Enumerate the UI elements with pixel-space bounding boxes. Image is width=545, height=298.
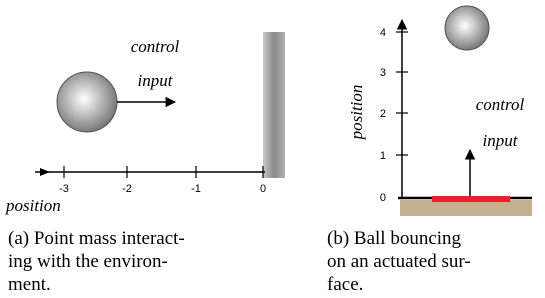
tick-label: 0	[260, 183, 266, 195]
tick-label: -2	[122, 183, 132, 195]
caption-line: on an actuated sur-	[327, 251, 471, 272]
tick-label: 3	[380, 67, 386, 79]
panel-a: -3 -2 -1 0 control input position (a) Po…	[5, 32, 285, 295]
axis-label: position	[5, 196, 61, 215]
ground	[400, 200, 532, 216]
annotation: input	[138, 71, 174, 90]
wall	[263, 32, 285, 178]
axis-arrow	[40, 168, 50, 176]
figure: -3 -2 -1 0 control input position (a) Po…	[0, 0, 545, 298]
ball	[57, 72, 117, 132]
caption-line: (a) Point mass interact-	[8, 228, 185, 249]
tick-label: -3	[59, 183, 69, 195]
axis-label: position	[347, 85, 366, 141]
caption-line: ing with the environ-	[8, 251, 168, 272]
panel-b: 0 1 2 3 4 position control input (b) Bal…	[327, 6, 532, 295]
tick-label: 1	[380, 150, 386, 162]
tick-label: 2	[380, 108, 386, 120]
annotation: control	[131, 37, 180, 56]
tick-label: -1	[191, 183, 201, 195]
caption-line: ment.	[8, 274, 51, 295]
caption-line: face.	[327, 274, 363, 295]
actuator	[432, 196, 510, 202]
annotation: control	[476, 95, 525, 114]
annotation: input	[483, 131, 519, 150]
tick-label: 0	[380, 192, 386, 204]
tick-label: 4	[380, 27, 386, 39]
ball	[445, 6, 489, 50]
caption-line: (b) Ball bouncing	[327, 228, 462, 249]
